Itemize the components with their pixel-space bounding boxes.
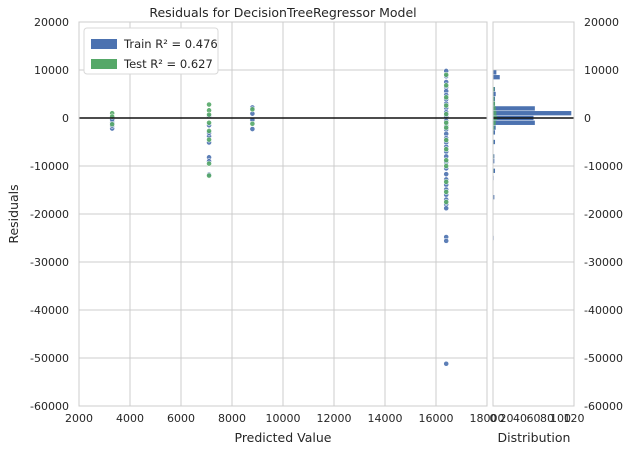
y-tick-label: -10000 [30, 160, 69, 173]
y-tick-label: -30000 [30, 256, 69, 269]
y-axis-label: Residuals [6, 184, 21, 243]
data-point [109, 121, 116, 128]
distribution-bar-test [493, 111, 497, 116]
distribution-x-tick-label: 20 [500, 412, 514, 425]
x-tick-label: 18000 [470, 412, 505, 425]
data-point [443, 171, 450, 178]
data-point [443, 205, 450, 212]
legend-entry-1: Test R² = 0.627 [123, 57, 213, 71]
distribution-y-tick-label: 20000 [584, 16, 619, 29]
distribution-bar-train [493, 91, 496, 97]
data-point [206, 160, 212, 167]
distribution-x-tick-label: 80 [540, 412, 554, 425]
y-tick-label: -20000 [30, 208, 69, 221]
y-tick-label: -50000 [30, 352, 69, 365]
x-tick-label: 4000 [116, 412, 144, 425]
distribution-label: Distribution [498, 430, 571, 445]
y-tick-label: 0 [62, 112, 69, 125]
distribution-y-tick-label: 0 [584, 112, 591, 125]
distribution-x-tick-label: 0 [490, 412, 497, 425]
legend-swatch-0 [91, 39, 117, 49]
x-tick-label: 16000 [419, 412, 454, 425]
distribution-frame [492, 21, 575, 407]
data-point [443, 237, 450, 244]
distribution-bar-test [493, 120, 496, 125]
distribution-bar-test [493, 96, 495, 101]
distribution-bar-train [493, 195, 495, 200]
x-tick-label: 8000 [218, 412, 246, 425]
distribution-bar-train [493, 111, 572, 116]
data-point [443, 360, 450, 367]
data-point [443, 137, 450, 143]
chart-title: Residuals for DecisionTreeRegressor Mode… [149, 5, 416, 20]
data-point [443, 124, 450, 131]
x-tick-label: 14000 [368, 412, 403, 425]
distribution-bar-test [493, 106, 496, 111]
distribution-x-tick-label: 100 [550, 412, 571, 425]
data-point [443, 199, 450, 205]
x-tick-label: 6000 [167, 412, 195, 425]
legend-swatch-1 [91, 59, 117, 69]
distribution-y-tick-label: -40000 [584, 304, 623, 317]
y-tick-label: 10000 [34, 64, 69, 77]
data-point [249, 126, 256, 132]
distribution-bar-test [493, 125, 495, 130]
series-1 [109, 71, 450, 205]
x-axis-label: Predicted Value [235, 430, 332, 445]
distribution-bar-train [493, 120, 535, 125]
distribution-bar-train [493, 75, 500, 80]
data-point [206, 111, 212, 118]
distribution-bar-train [493, 130, 496, 135]
x-tick-label: 12000 [317, 412, 352, 425]
x-tick-label: 2000 [65, 412, 93, 425]
distribution-plot-area: 20000 10000 0 -10000 -20000 -30000 -40000 -5000… [490, 16, 623, 425]
data-point [443, 178, 450, 185]
legend: Train R² = 0.476 Test R² = 0.627 [83, 27, 219, 75]
data-point [443, 82, 450, 89]
distribution-bar-train [493, 159, 495, 164]
data-point [443, 119, 450, 126]
legend-entry-0: Train R² = 0.476 [123, 37, 218, 51]
distribution-bar-train [493, 139, 496, 145]
distribution-bar-train [493, 70, 497, 75]
y-tick-label: 20000 [34, 16, 69, 29]
data-point [249, 106, 256, 113]
data-point [443, 102, 450, 109]
distribution-x-tick-label: 40 [513, 412, 527, 425]
data-point [443, 71, 450, 78]
main-plot-frame [78, 21, 488, 407]
distribution-bar-train [493, 168, 496, 173]
y-tick-label: -60000 [30, 400, 69, 413]
distribution-x-tick-label: 60 [527, 412, 541, 425]
data-point [443, 189, 450, 195]
data-point [206, 119, 212, 126]
main-plot-area: 2000 4000 6000 8000 10000 12000 14000 16000 1800… [30, 16, 504, 425]
x-tick-label: 10000 [266, 412, 301, 425]
distribution-y-tick-label: -20000 [584, 208, 623, 221]
distribution-bar-test [493, 87, 495, 92]
distribution-bar-test [493, 101, 496, 106]
distribution-bar-train [493, 106, 535, 111]
data-point [206, 136, 212, 143]
distribution-y-tick-label: -30000 [584, 256, 623, 269]
legend-box [83, 27, 219, 75]
distribution-y-tick-label: 10000 [584, 64, 619, 77]
y-tick-label: -40000 [30, 304, 69, 317]
data-point [206, 128, 212, 134]
distribution-y-tick-label: -10000 [584, 160, 623, 173]
data-point [443, 146, 450, 153]
data-point [443, 111, 450, 118]
data-point [443, 163, 450, 169]
data-point [206, 172, 212, 179]
distribution-y-tick-label: -50000 [584, 352, 623, 365]
data-point [443, 157, 450, 164]
data-point [249, 120, 256, 127]
data-point [443, 94, 450, 101]
distribution-x-tick-label: 120 [564, 412, 585, 425]
data-point [206, 101, 212, 108]
distribution-y-tick-label: -60000 [584, 400, 623, 413]
